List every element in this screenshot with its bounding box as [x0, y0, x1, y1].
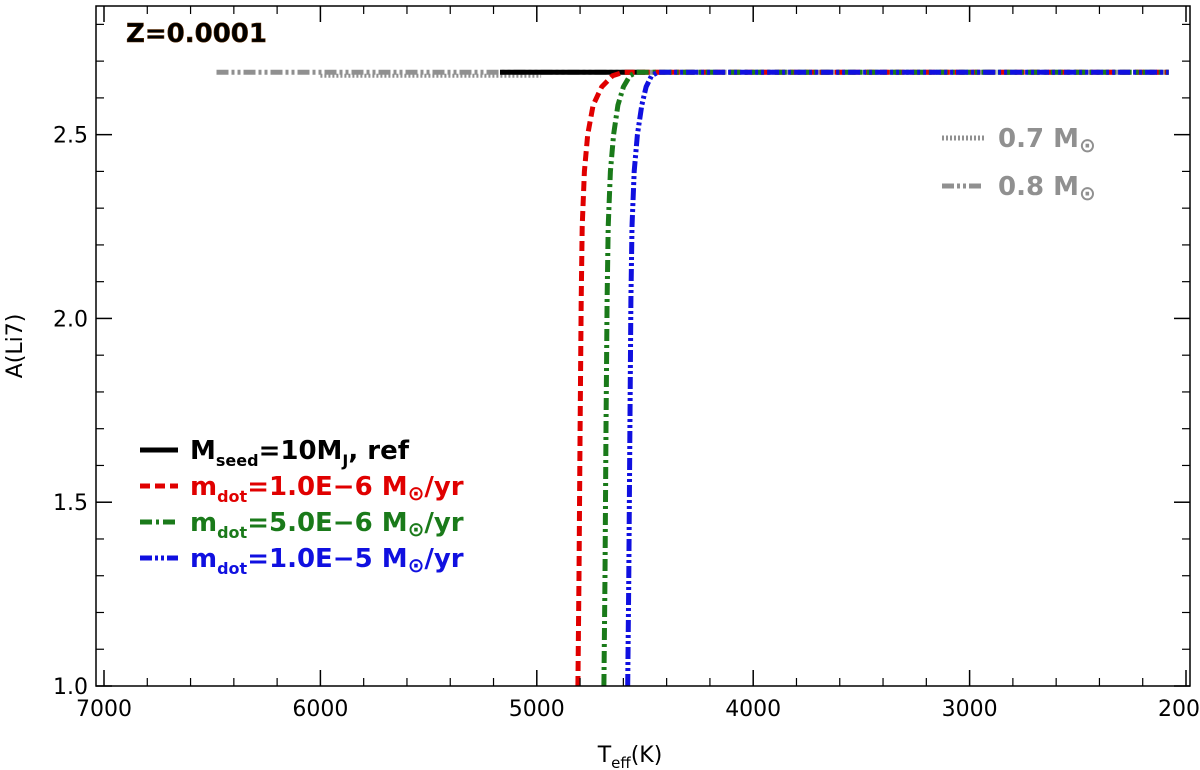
- x-tick-label: 5000: [509, 697, 565, 722]
- x-axis-title-unit: (K): [631, 743, 663, 768]
- y-tick-label: 1.5: [53, 491, 88, 516]
- legend-label: mdot=1.0E−6 M⊙/yr: [190, 472, 464, 506]
- x-tick-label: 7000: [76, 697, 132, 722]
- y-axis-title: A(Li7): [3, 314, 28, 379]
- series-layer: [216, 69, 1169, 687]
- ticks-layer: 7000 6000 5000 4000 3000 2000 1.0 1.5 2.0 2.5: [53, 6, 1200, 722]
- legend-label: Mseed=10MJ, ref: [190, 436, 410, 470]
- legend-label: mdot=1.0E−5 M⊙/yr: [190, 544, 464, 578]
- x-tick-label: 4000: [725, 697, 781, 722]
- legend-label: mdot=5.0E−6 M⊙/yr: [190, 508, 464, 542]
- series-line: [625, 69, 1169, 687]
- annotation-z: Z=0.0001: [126, 19, 267, 49]
- y-tick-label: 1.0: [53, 675, 88, 700]
- plot-frame: [95, 5, 1191, 687]
- series-line: [601, 69, 1169, 687]
- y-tick-label: 2.5: [53, 124, 88, 149]
- y-tick-label: 2.0: [53, 307, 88, 332]
- x-axis-title-main: T: [597, 743, 612, 768]
- x-tick-label: 3000: [942, 697, 998, 722]
- series-line: [575, 69, 1169, 687]
- x-axis-title-sub: eff: [611, 754, 631, 770]
- x-tick-label: 2000: [1158, 697, 1200, 722]
- x-tick-label: 6000: [292, 697, 348, 722]
- legend-label-mass: 0.7 M⊙: [998, 124, 1096, 157]
- legend-label-mass: 0.8 M⊙: [998, 172, 1096, 205]
- x-axis-title: Teff(K): [597, 743, 663, 770]
